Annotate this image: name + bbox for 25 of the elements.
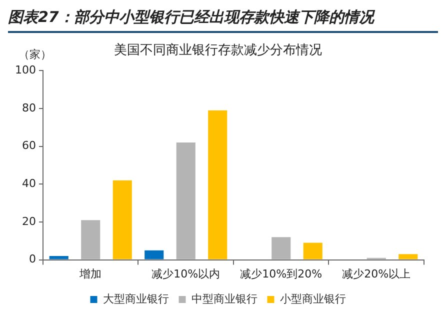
bar: [49, 256, 68, 260]
y-tick-label: 100: [14, 63, 36, 76]
y-tick-label: 40: [22, 176, 36, 190]
y-tick-label: 60: [22, 139, 36, 152]
x-tick-label: 增加: [78, 267, 102, 280]
x-tick-label: 减少20%以上: [342, 267, 411, 280]
bar: [144, 250, 164, 260]
bar: [272, 237, 291, 260]
bar: [398, 254, 418, 260]
bar: [81, 220, 100, 260]
x-tick-label: 减少10%到20%: [240, 267, 322, 280]
chart-subtitle: 美国不同商业银行存款减少分布情况: [114, 42, 322, 58]
bar: [112, 180, 132, 260]
x-tick-label: 减少10%以内: [152, 267, 220, 280]
bar: [176, 142, 196, 260]
legend-label: 中型商业银行: [191, 292, 258, 306]
legend-label: 小型商业银行: [280, 292, 346, 306]
y-axis-title: （家）: [18, 48, 52, 61]
bar: [303, 242, 322, 260]
chart-title: 图表27：部分中小型银行已经出现存款快速下降的情况: [8, 8, 438, 33]
bar: [208, 110, 228, 260]
y-tick-label: 80: [22, 101, 36, 114]
legend-label: 大型商业银行: [102, 292, 169, 306]
y-tick-label: 20: [22, 214, 36, 228]
y-tick-label: 0: [28, 252, 36, 266]
